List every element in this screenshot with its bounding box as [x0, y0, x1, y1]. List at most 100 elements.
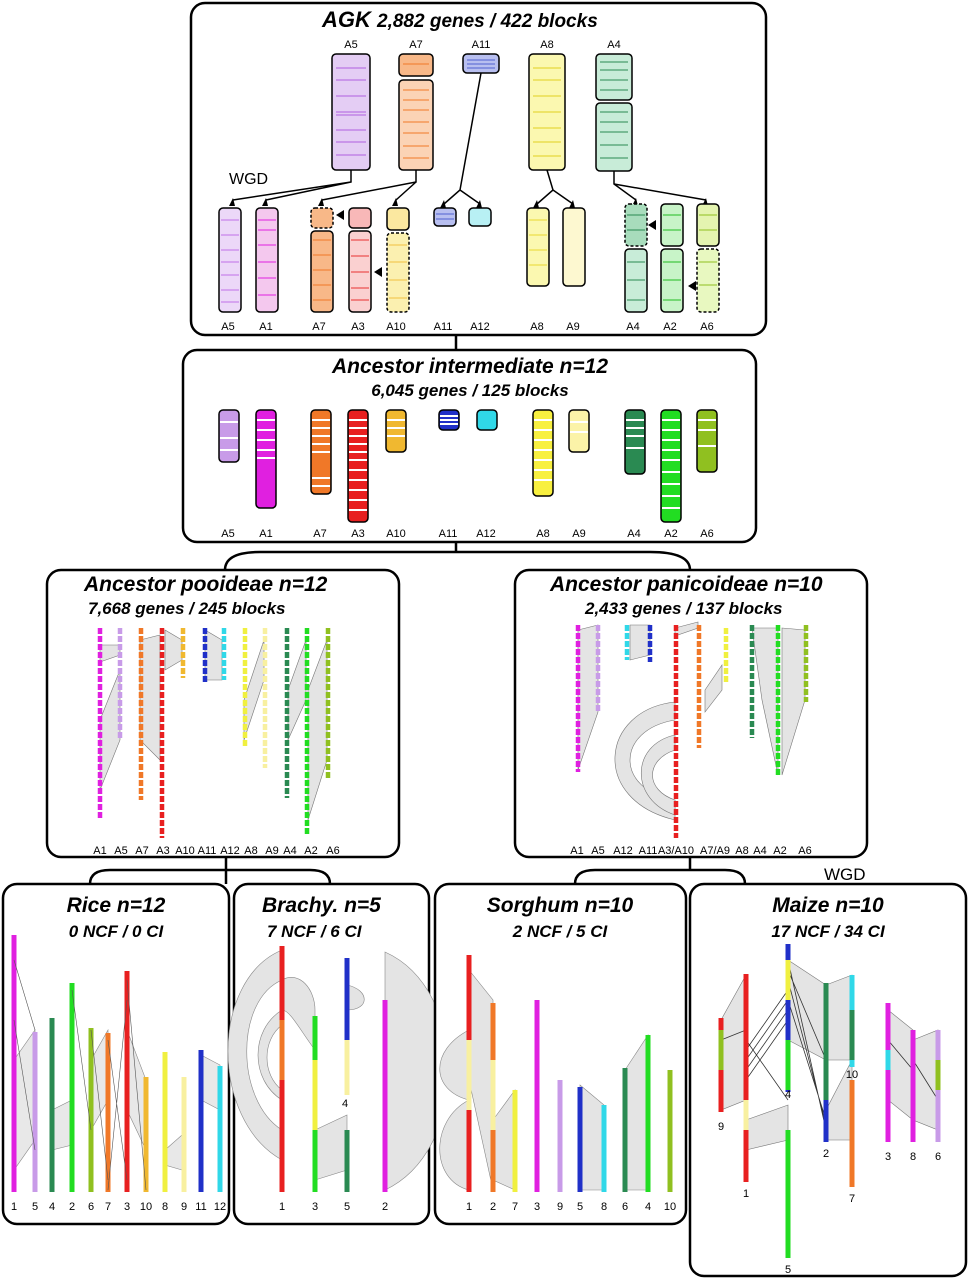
brachy-panel: Brachy. n=5 7 NCF / 6 CI 1 3 5 2 4	[227, 882, 449, 1226]
panicoideae-label: A12	[613, 845, 633, 857]
panicoideae-label: A3/A10	[658, 845, 694, 857]
rice-title: Rice n=12	[67, 894, 166, 917]
agk-bottom-label: A11	[434, 321, 453, 333]
intermediate-label: A12	[476, 528, 496, 540]
maize-label: 3	[885, 1151, 891, 1163]
pooideae-label: A3	[156, 845, 169, 857]
agk-bottom-label: A8	[530, 321, 543, 333]
intermediate-label: A9	[572, 528, 585, 540]
sorghum-label: 1	[466, 1201, 472, 1213]
rice-stats: 0 NCF / 0 CI	[69, 922, 165, 941]
pooideae-label: A5	[114, 845, 127, 857]
pooideae-label: A8	[244, 845, 257, 857]
agk-bottom-label: A1	[259, 321, 272, 333]
agk-top-labels: A5 A7 A11 A8 A4	[344, 39, 620, 51]
agk-top-label: A7	[409, 39, 422, 51]
sorghum-label: 2	[490, 1201, 496, 1213]
panicoideae-synteny	[577, 621, 806, 821]
panicoideae-label: A4	[753, 845, 766, 857]
brachy-chromosomes	[279, 946, 388, 1192]
rice-label: 10	[140, 1201, 152, 1213]
intermediate-label: A4	[627, 528, 640, 540]
sorghum-synteny	[439, 969, 649, 1191]
panicoideae-label: A1	[570, 845, 583, 857]
maize-label: 10	[846, 1069, 858, 1081]
intermediate-label: A1	[259, 528, 272, 540]
agk-title: AGK 2,882 genes / 422 blocks	[321, 7, 598, 32]
panicoideae-title: Ancestor panicoideae n=10	[549, 573, 823, 596]
pooideae-panel: Ancestor pooideae n=12 7,668 genes / 245…	[45, 568, 401, 859]
maize-label: 2	[823, 1148, 829, 1160]
maize-label: 1	[743, 1188, 749, 1200]
rice-label: 1	[11, 1201, 17, 1213]
intermediate-bands	[220, 415, 716, 511]
agk-top-label: A8	[540, 39, 553, 51]
rice-labels: 1 5 4 2 6 7 3 10 8 9 11 12	[11, 1201, 226, 1213]
pooideae-chromosomes	[97, 628, 331, 838]
maize-panel: Maize n=10 17 NCF / 34 CI	[688, 882, 968, 1278]
maize-label: 7	[849, 1193, 855, 1205]
brachy-label: 5	[344, 1201, 350, 1213]
sorghum-label: 8	[601, 1201, 607, 1213]
sorghum-label: 7	[512, 1201, 518, 1213]
brachy-label: 4	[342, 1098, 348, 1110]
pooideae-stats: 7,668 genes / 245 blocks	[88, 599, 286, 618]
intermediate-label: A7	[313, 528, 326, 540]
intermediate-stats: 6,045 genes / 125 blocks	[371, 381, 569, 400]
maize-label: 8	[910, 1151, 916, 1163]
panicoideae-label: A8	[735, 845, 748, 857]
brachy-labels: 1 3 5 2 4	[279, 1098, 388, 1213]
maize-title: Maize n=10	[772, 894, 884, 917]
agk-arrowheads	[229, 198, 708, 291]
intermediate-label: A8	[536, 528, 549, 540]
sorghum-label: 4	[645, 1201, 651, 1213]
rice-label: 7	[105, 1201, 111, 1213]
brachy-title: Brachy. n=5	[262, 894, 381, 917]
agk-wgd-arrows	[232, 72, 707, 205]
maize-chromosomes	[718, 944, 941, 1258]
maize-label: 5	[785, 1264, 791, 1276]
sorghum-label: 10	[664, 1201, 676, 1213]
agk-chr-A7-top	[398, 53, 434, 77]
brachy-synteny	[227, 949, 449, 1191]
agk-bottom-label: A9	[566, 321, 579, 333]
agk-panel: AGK 2,882 genes / 422 blocks A5 A7 A11 A…	[189, 1, 768, 337]
brachy-label: 3	[312, 1201, 318, 1213]
rice-label: 9	[181, 1201, 187, 1213]
agk-bottom-label: A5	[221, 321, 234, 333]
sorghum-labels: 1 2 7 3 9 5 8 6 4 10	[466, 1201, 676, 1213]
sorghum-label: 5	[577, 1201, 583, 1213]
panicoideae-label: A6	[798, 845, 811, 857]
pooideae-label: A4	[283, 845, 296, 857]
brachy-label: 1	[279, 1201, 285, 1213]
pooideae-label: A11	[198, 845, 217, 857]
rice-chromosomes	[11, 935, 223, 1192]
pooideae-title: Ancestor pooideae n=12	[83, 573, 328, 596]
sorghum-label: 9	[557, 1201, 563, 1213]
maize-wgd-label: WGD	[824, 865, 866, 884]
sorghum-title: Sorghum n=10	[487, 894, 634, 917]
pooideae-label: A2	[304, 845, 317, 857]
pooideae-label: A1	[93, 845, 106, 857]
rice-label: 12	[214, 1201, 226, 1213]
agk-chr-A4	[595, 102, 633, 172]
agk-bottom-label: A3	[351, 321, 364, 333]
intermediate-label: A10	[386, 528, 406, 540]
rice-panel: Rice n=12 0 NCF / 0 CI	[1, 882, 231, 1226]
pooideae-label: A9	[265, 845, 278, 857]
pooideae-synteny	[99, 629, 328, 821]
panicoideae-chromosomes	[575, 625, 809, 838]
pooideae-label: A7	[135, 845, 148, 857]
maize-stats: 17 NCF / 34 CI	[771, 922, 886, 941]
rice-label: 4	[49, 1201, 55, 1213]
sorghum-stats: 2 NCF / 5 CI	[512, 922, 609, 941]
lower-connectors	[88, 857, 747, 885]
agk-bottom-label: A7	[312, 321, 325, 333]
maize-lines	[720, 959, 939, 1131]
panicoideae-panel: Ancestor panicoideae n=10 2,433 genes / …	[513, 568, 869, 859]
rice-lines	[13, 959, 147, 1191]
pooideae-label: A6	[326, 845, 339, 857]
agk-bottom-label: A4	[626, 321, 639, 333]
panicoideae-labels: A1 A5 A12 A11 A3/A10 A7/A9 A8 A4 A2 A6	[570, 845, 811, 857]
